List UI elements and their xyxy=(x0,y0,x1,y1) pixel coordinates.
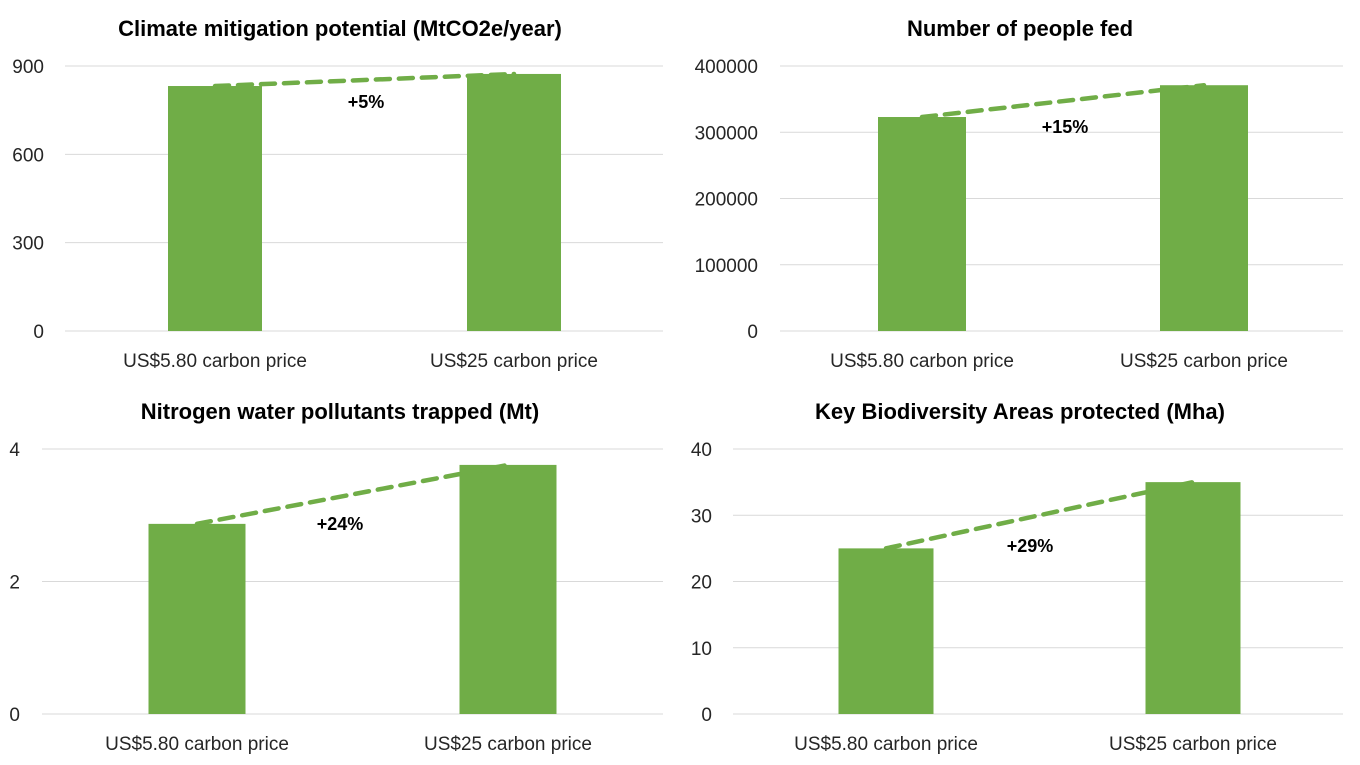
x-category-label: US$25 carbon price xyxy=(424,734,592,755)
y-tick-label: 4 xyxy=(9,440,20,461)
y-tick-label: 100000 xyxy=(695,256,758,277)
trend-line xyxy=(919,82,1207,120)
chart-title: Number of people fed xyxy=(907,16,1133,41)
chart-panel-1: Climate mitigation potential (MtCO2e/yea… xyxy=(12,16,663,372)
bar xyxy=(1145,482,1241,714)
change-annotation: +5% xyxy=(348,92,385,112)
chart-title: Climate mitigation potential (MtCO2e/yea… xyxy=(118,16,562,41)
bar xyxy=(148,523,246,714)
y-tick-label: 900 xyxy=(12,57,44,78)
chart-title: Key Biodiversity Areas protected (Mha) xyxy=(815,399,1225,424)
y-tick-label: 300000 xyxy=(695,123,758,144)
trend-line xyxy=(194,462,511,527)
y-tick-label: 40 xyxy=(691,440,712,461)
bar xyxy=(467,73,561,331)
x-category-label: US$25 carbon price xyxy=(1120,351,1288,372)
chart-panel-2: Number of people fed 0 100000 200000 300000 4… xyxy=(695,16,1343,372)
bar xyxy=(1160,85,1248,332)
x-category-label: US$5.80 carbon price xyxy=(123,351,307,372)
chart-title: Nitrogen water pollutants trapped (Mt) xyxy=(141,399,539,424)
trend-line xyxy=(883,479,1196,551)
y-tick-label: 0 xyxy=(701,705,712,726)
y-tick-label: 200000 xyxy=(695,190,758,211)
y-tick-label: 30 xyxy=(691,506,712,527)
x-category-label: US$5.80 carbon price xyxy=(105,734,289,755)
y-tick-label: 2 xyxy=(9,573,20,594)
bar xyxy=(168,86,262,332)
x-category-label: US$5.80 carbon price xyxy=(830,351,1014,372)
bar xyxy=(838,548,934,714)
chart-panel-3: Nitrogen water pollutants trapped (Mt) 0 2… xyxy=(9,399,663,755)
y-tick-label: 20 xyxy=(691,573,712,594)
y-tick-label: 400000 xyxy=(695,57,758,78)
x-category-label: US$5.80 carbon price xyxy=(794,734,978,755)
change-annotation: +24% xyxy=(317,514,364,534)
y-tick-label: 300 xyxy=(12,234,44,255)
bar xyxy=(459,464,557,714)
bar xyxy=(878,117,966,331)
change-annotation: +29% xyxy=(1007,536,1054,556)
y-tick-label: 0 xyxy=(33,322,44,343)
x-category-label: US$25 carbon price xyxy=(430,351,598,372)
change-annotation: +15% xyxy=(1042,117,1089,137)
y-tick-label: 0 xyxy=(747,322,758,343)
y-tick-label: 0 xyxy=(9,705,20,726)
y-tick-label: 10 xyxy=(691,639,712,660)
x-category-label: US$25 carbon price xyxy=(1109,734,1277,755)
chart-panel-4: Key Biodiversity Areas protected (Mha) 0 1… xyxy=(691,399,1343,755)
trend-line xyxy=(212,71,517,89)
y-tick-label: 600 xyxy=(12,145,44,166)
